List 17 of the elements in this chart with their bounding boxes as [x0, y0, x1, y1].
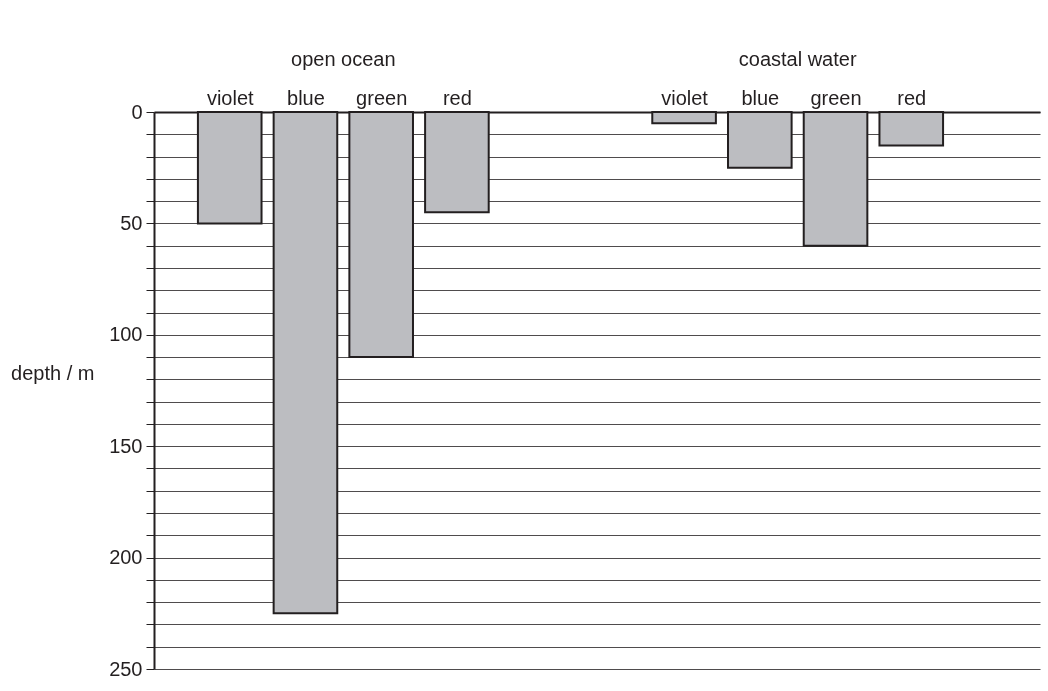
y-tick-label: 0: [131, 100, 143, 123]
x-tick-label: green: [810, 86, 862, 109]
x-tick-label: violet: [661, 86, 709, 109]
x-tick-label: red: [442, 86, 472, 109]
text: coastal water: [738, 48, 857, 70]
x-tick-label: green: [356, 86, 408, 109]
x-tick-label: blue: [287, 86, 325, 109]
y-axis-title: depth / m: [11, 362, 95, 385]
x-tick-label: violet: [206, 86, 255, 109]
y-tick-label: 150: [109, 434, 143, 457]
y-tick-label: 250: [109, 657, 143, 680]
text: open ocean: [291, 48, 396, 70]
x-tick-label: red: [897, 86, 927, 109]
x-tick-label: blue: [741, 86, 780, 109]
y-tick-label: 200: [109, 546, 143, 569]
y-tick-label: 100: [109, 323, 143, 346]
y-tick-label: 50: [120, 211, 143, 234]
